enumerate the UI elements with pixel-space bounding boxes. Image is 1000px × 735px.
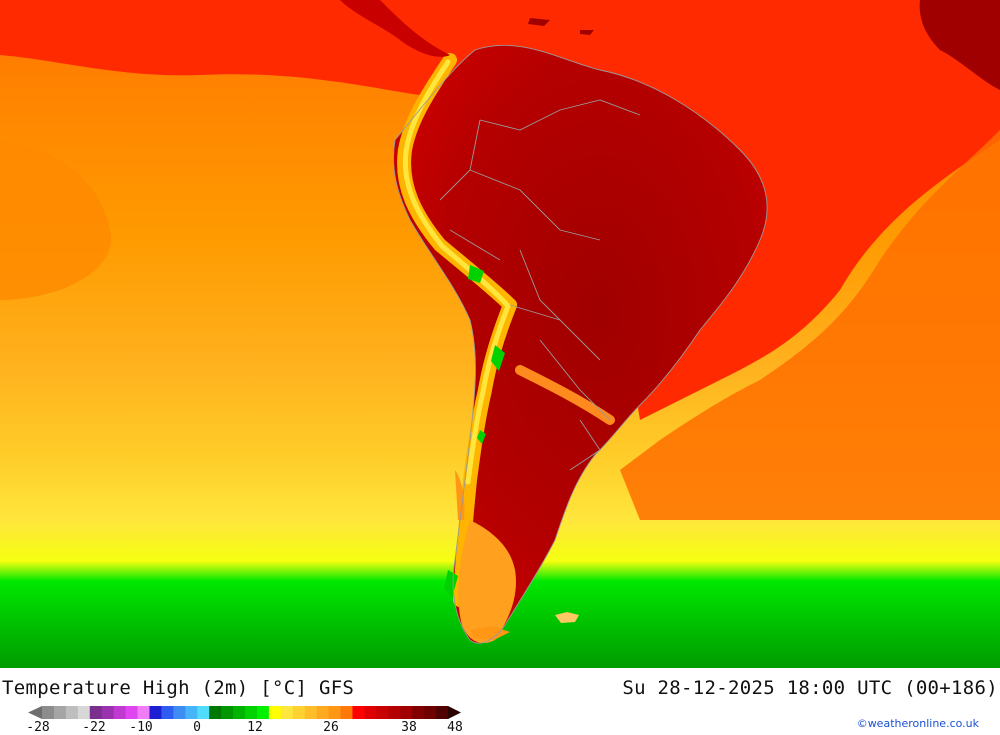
tierra-del-fuego	[470, 626, 510, 640]
scale-tick-label: 12	[247, 720, 263, 735]
scale-swatch	[233, 706, 246, 719]
scale-swatch	[268, 706, 282, 719]
scale-swatch	[125, 706, 138, 719]
scale-swatch	[376, 706, 389, 719]
scale-swatch	[113, 706, 126, 719]
scale-swatch	[101, 706, 115, 719]
valid-time: Su 28-12-2025 18:00 UTC (00+186)	[622, 677, 998, 699]
scale-swatch	[77, 706, 91, 719]
country-borders	[393, 44, 768, 644]
scale-tick-label: 0	[193, 720, 201, 735]
credit-link[interactable]: ©weatheronline.co.uk	[856, 717, 979, 730]
temperature-map	[0, 0, 1000, 668]
scale-swatch	[340, 706, 353, 719]
north-africa-corner	[919, 0, 1000, 90]
scale-swatch	[42, 706, 55, 719]
color-scale-legend	[28, 706, 461, 719]
scale-swatch	[89, 706, 103, 719]
continent-land	[393, 45, 768, 644]
scale-swatch	[161, 706, 174, 719]
scale-swatch	[436, 706, 449, 719]
scale-tick-label: -28	[26, 720, 50, 735]
scale-swatch	[316, 706, 329, 719]
scale-tick-label: 38	[401, 720, 417, 735]
scale-swatch	[185, 706, 198, 719]
scale-swatch	[173, 706, 186, 719]
scale-swatch	[292, 706, 306, 719]
scale-swatch	[424, 706, 437, 719]
scale-swatch	[53, 706, 67, 719]
scale-swatch	[65, 706, 79, 719]
scale-swatch	[137, 706, 150, 719]
scale-tick-label: 26	[323, 720, 339, 735]
scale-tick-label: -10	[129, 720, 153, 735]
scale-swatch	[197, 706, 210, 719]
caribbean-islands	[528, 18, 594, 35]
scale-swatch	[209, 706, 222, 719]
scale-tick-label: -22	[82, 720, 106, 735]
central-america	[340, 0, 450, 57]
scale-arrow-low	[28, 706, 42, 719]
scale-swatch	[280, 706, 294, 719]
map-title: Temperature High (2m) [°C] GFS	[2, 677, 355, 699]
scale-arrow-high	[448, 706, 461, 719]
la-plata-band	[515, 365, 615, 425]
scale-swatch	[412, 706, 425, 719]
scale-swatch	[400, 706, 413, 719]
scale-swatch	[221, 706, 234, 719]
scale-swatch	[149, 706, 162, 719]
scale-swatch	[352, 706, 365, 719]
chile-coast-orange	[455, 470, 465, 520]
warm-ocean-east	[620, 130, 1000, 520]
patagonia	[458, 520, 516, 644]
hot-ocean-north	[0, 0, 1000, 420]
scale-swatch	[256, 706, 270, 719]
warm-ocean-west	[0, 140, 112, 300]
scale-swatch	[245, 706, 258, 719]
scale-tick-label: 48	[447, 720, 463, 735]
falkland-islands	[555, 612, 579, 623]
scale-swatch	[388, 706, 401, 719]
scale-swatch	[328, 706, 341, 719]
scale-swatch	[364, 706, 377, 719]
scale-swatch	[304, 706, 318, 719]
